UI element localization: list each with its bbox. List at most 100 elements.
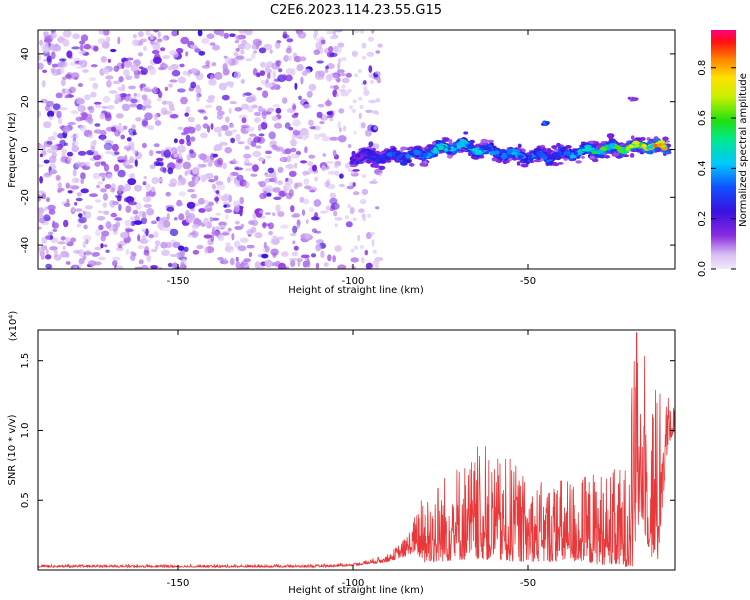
heatmap-cell [95,104,101,109]
heatmap-cell [138,30,144,38]
heatmap-cell [145,183,151,191]
heatmap-cell [254,232,263,239]
heatmap-cell [162,55,170,60]
heatmap-cell [292,103,297,111]
heatmap-cell [250,53,256,60]
heatmap-cell [145,228,149,237]
heatmap-cell [117,86,125,92]
heatmap-cell [141,118,149,127]
heatmap-cell [169,254,179,257]
heatmap-ridge-cell [598,154,605,159]
heatmap-cell [84,205,93,210]
heatmap-ridge-cell [596,149,603,154]
heatmap-cell [332,149,337,157]
heatmap-ridge-cell [661,148,668,151]
heatmap-cell [100,243,104,249]
heatmap-cell [250,226,257,233]
heatmap-cell [56,110,62,119]
heatmap-ridge-cell [463,131,469,135]
chart-title: C2E6.2023.114.23.55.G15 [270,3,442,18]
heatmap-cell [224,130,233,137]
heatmap-ridge-cell [373,163,380,168]
heatmap-cell [233,240,241,248]
heatmap-cell [43,159,50,164]
heatmap-cell [306,260,311,268]
heatmap-cell [151,220,157,225]
heatmap-cell [41,80,46,88]
heatmap-cell [196,174,202,179]
heatmap-cell [243,42,252,50]
heatmap-cell [209,42,216,46]
heatmap-cell [115,93,121,101]
heatmap-cell [286,155,292,163]
heatmap-plot [38,30,672,269]
heatmap-cell [375,265,380,269]
heatmap-cell [194,177,199,185]
heatmap-cell [368,65,373,73]
heatmap-cell [55,174,61,181]
colorbar-tick-label: 0.0 [697,261,708,277]
heatmap-cell [67,121,76,126]
heatmap-cell [103,111,112,119]
heatmap-cell [315,243,322,252]
heatmap-cell [166,101,173,105]
heatmap-cell [134,159,138,167]
heatmap-cell [117,172,125,178]
heatmap-cell [197,109,205,113]
heatmap-cell [187,189,195,193]
heatmap-cell [60,236,66,241]
heatmap-cell [97,210,103,214]
heatmap-cell [213,175,219,182]
heatmap-cell [125,75,133,80]
heatmap-cell [79,40,86,45]
heatmap-cell [369,80,374,84]
heatmap-cell [168,83,174,88]
heatmap-cell [209,216,213,223]
heatmap-cell [359,245,364,250]
heatmap-cell [150,265,158,269]
heatmap-cell [129,216,138,221]
heatmap-cell [132,66,139,71]
heatmap-cell [79,125,87,132]
heatmap-cell [239,209,243,217]
heatmap-cell [155,150,162,154]
heatmap-y-axis: -40 -20 0 20 40 [20,48,675,253]
heatmap-cell [358,208,365,213]
heatmap-cell [218,82,227,91]
heatmap-cell [176,88,186,93]
heatmap-cell [149,33,154,41]
heatmap-ridge-cell [501,153,508,159]
heatmap-cell [105,249,110,253]
heatmap-ridge-cell [580,141,586,145]
heatmap-ridge-cell [622,154,630,158]
heatmap-cell [365,262,373,269]
heatmap-ridge-cell [506,149,513,154]
heatmap-cell [254,145,262,149]
heatmap-cell [82,240,87,249]
heatmap-cell [294,82,298,90]
heatmap-cell [71,46,81,50]
heatmap-cell [78,59,86,67]
heatmap-cell [253,117,261,123]
heatmap-cell [275,41,281,49]
heatmap-cell [123,60,133,68]
heatmap-cell [83,224,88,230]
heatmap-cell [40,98,48,104]
heatmap-cell [347,144,352,148]
heatmap-ridge-cell [609,144,615,148]
heatmap-cell [146,254,152,262]
heatmap-cell [113,65,120,72]
colorbar-axis: 0.0 0.2 0.4 0.6 0.8 [697,60,736,277]
heatmap-cell [75,161,83,168]
heatmap-cell [213,126,223,133]
heatmap-cell [195,84,201,89]
heatmap-cell [303,178,310,185]
heatmap-ridge-cell [480,138,489,143]
heatmap-cell [300,160,307,164]
heatmap-cell [234,167,244,171]
heatmap-cell [313,199,322,207]
heatmap-cell [234,225,244,230]
heatmap-cell [172,241,181,249]
heatmap-cell [46,141,53,145]
heatmap-cell [196,94,200,102]
